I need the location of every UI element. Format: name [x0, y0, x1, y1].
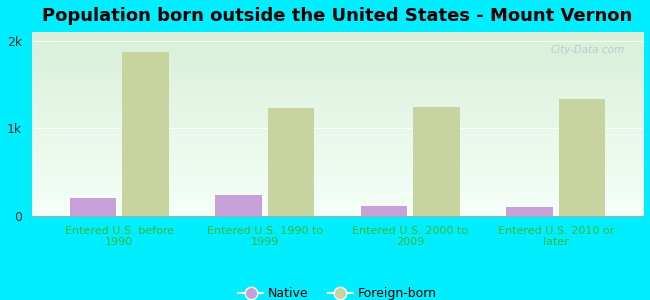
Bar — [215, 195, 262, 216]
Text: City-Data.com: City-Data.com — [551, 45, 625, 55]
Bar — [361, 206, 408, 216]
Bar — [558, 99, 605, 216]
Title: Population born outside the United States - Mount Vernon: Population born outside the United State… — [42, 7, 632, 25]
Bar — [122, 52, 168, 216]
Bar — [506, 207, 552, 216]
Bar — [268, 108, 314, 216]
Bar — [413, 107, 460, 216]
Legend: Native, Foreign-born: Native, Foreign-born — [233, 282, 441, 300]
Bar — [70, 199, 116, 216]
